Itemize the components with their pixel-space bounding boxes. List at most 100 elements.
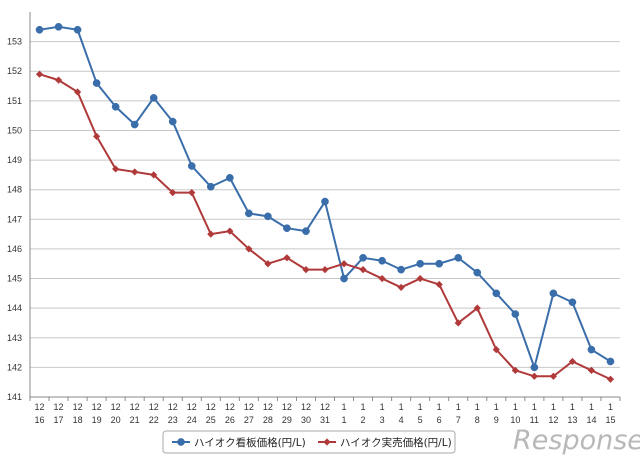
x-tick-day: 21	[130, 415, 140, 425]
data-point	[568, 298, 577, 307]
x-tick-month: 12	[244, 402, 254, 412]
y-tick-label-144: 144	[7, 303, 22, 313]
data-point	[112, 165, 120, 173]
x-tick-month: 1	[437, 402, 442, 412]
watermark-text: Response.	[513, 425, 640, 456]
data-point	[130, 120, 139, 129]
x-tick-day: 4	[399, 415, 404, 425]
x-tick-day: 8	[475, 415, 480, 425]
data-point	[568, 357, 577, 366]
data-point	[606, 357, 615, 366]
data-point	[549, 289, 558, 298]
x-tick-month: 1	[608, 402, 613, 412]
data-point	[35, 70, 44, 78]
x-tick-day: 6	[437, 415, 442, 425]
x-tick-month: 12	[54, 402, 64, 412]
data-point	[302, 266, 310, 274]
y-tick-label-151: 151	[7, 96, 22, 106]
x-tick-day: 29	[282, 415, 292, 425]
x-tick-month: 1	[361, 402, 366, 412]
data-point	[511, 310, 520, 318]
x-tick-day: 20	[111, 415, 121, 425]
y-tick-label-142: 142	[7, 362, 22, 372]
data-point	[454, 253, 463, 262]
data-point	[397, 265, 405, 274]
x-tick-month: 1	[380, 402, 385, 412]
y-tick-label-145: 145	[7, 274, 22, 284]
data-point	[54, 76, 63, 84]
data-point	[225, 173, 234, 182]
data-point	[169, 189, 177, 197]
data-point	[378, 274, 386, 283]
data-point	[321, 197, 329, 206]
x-tick-day: 16	[35, 415, 45, 425]
x-tick-day: 15	[605, 415, 615, 425]
data-point	[35, 25, 44, 34]
data-point	[302, 227, 310, 236]
legend: ハイオク看板価格(円/L) ハイオク実売価格(円/L)	[162, 430, 456, 454]
x-tick-day: 22	[149, 415, 159, 425]
y-tick-label-147: 147	[7, 214, 22, 224]
series-2	[35, 70, 615, 383]
data-point	[54, 22, 63, 31]
y-tick-label-148: 148	[7, 185, 22, 195]
series-line-1	[39, 25, 612, 369]
x-tick-day: 5	[418, 415, 423, 425]
x-tick-day: 27	[244, 415, 254, 425]
data-point	[340, 260, 348, 268]
legend-label: ハイオク実売価格(円/L)	[340, 436, 452, 449]
x-tick-month: 12	[92, 402, 102, 412]
data-point	[397, 283, 405, 292]
legend-label: ハイオク看板価格(円/L)	[194, 436, 306, 449]
x-tick-month: 1	[399, 402, 404, 412]
x-tick-day: 12	[548, 415, 558, 425]
x-tick-day: 7	[456, 415, 461, 425]
x-tick-day: 26	[225, 415, 235, 425]
legend-box	[162, 430, 456, 454]
x-tick-month: 12	[206, 402, 216, 412]
x-tick-month: 12	[301, 402, 311, 412]
data-point	[73, 88, 82, 96]
x-tick-day: 2	[361, 415, 366, 425]
x-tick-day: 14	[586, 415, 596, 425]
data-point	[150, 171, 158, 179]
data-point	[340, 274, 348, 283]
series-1	[35, 22, 615, 372]
data-point	[435, 280, 443, 289]
x-tick-month: 12	[263, 402, 273, 412]
x-tick-day: 25	[206, 415, 216, 425]
data-point	[606, 375, 615, 383]
legend-swatch-marker	[177, 438, 185, 446]
data-point	[73, 25, 82, 34]
legend-swatch-marker	[323, 438, 331, 446]
x-tick-month: 12	[73, 402, 83, 412]
x-tick-day: 23	[168, 415, 178, 425]
y-tick-label-141: 141	[7, 392, 22, 402]
data-point	[283, 254, 291, 262]
data-point	[511, 366, 519, 374]
x-tick-month: 1	[532, 402, 537, 412]
data-point	[416, 259, 425, 268]
data-point	[492, 289, 501, 298]
series	[35, 22, 615, 383]
x-tick-month: 12	[35, 402, 45, 412]
data-point	[378, 256, 386, 265]
data-point	[530, 363, 539, 372]
y-tick-label-150: 150	[7, 125, 22, 135]
data-point	[321, 266, 329, 274]
data-point	[226, 227, 234, 235]
x-tick-month: 1	[494, 402, 499, 412]
series-line-2	[39, 73, 611, 381]
data-point	[492, 346, 500, 354]
y-tick-label-149: 149	[7, 155, 22, 165]
y-tick-label-146: 146	[7, 244, 22, 254]
data-point	[587, 366, 596, 374]
data-point	[549, 372, 557, 380]
data-point	[187, 162, 196, 170]
x-tick-day: 1	[342, 415, 347, 425]
y-tick-label-152: 152	[7, 66, 22, 76]
x-tick-month: 12	[320, 402, 330, 412]
y-tick-label-153: 153	[7, 37, 22, 47]
